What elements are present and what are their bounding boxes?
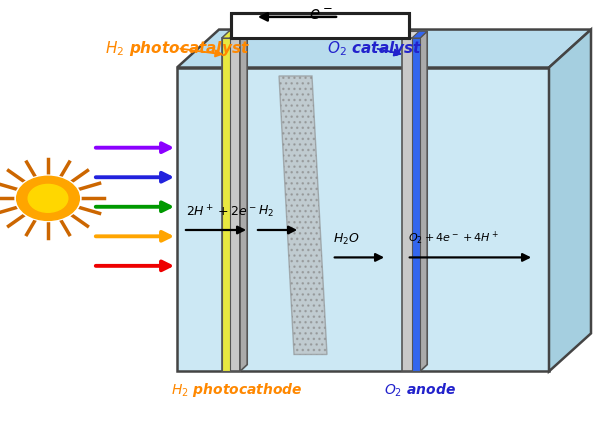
Polygon shape xyxy=(279,76,327,354)
Text: $H_2$ photocathode: $H_2$ photocathode xyxy=(171,381,303,399)
Text: $H_2$: $H_2$ xyxy=(258,204,274,219)
Polygon shape xyxy=(177,30,591,68)
Bar xyxy=(222,38,240,371)
Text: $e^-$: $e^-$ xyxy=(309,6,333,24)
Polygon shape xyxy=(549,30,591,371)
Text: $H_2$ photocatalyst: $H_2$ photocatalyst xyxy=(105,39,250,58)
FancyBboxPatch shape xyxy=(231,13,409,38)
Text: $O_2+4e^-+4H^+$: $O_2+4e^-+4H^+$ xyxy=(408,230,499,247)
Bar xyxy=(402,38,420,371)
Text: $O_2$ anode: $O_2$ anode xyxy=(384,381,456,399)
Text: $H_2O$: $H_2O$ xyxy=(333,232,359,247)
Polygon shape xyxy=(240,31,247,371)
Polygon shape xyxy=(420,31,427,371)
Polygon shape xyxy=(402,31,427,38)
Circle shape xyxy=(17,176,79,220)
Circle shape xyxy=(15,175,81,222)
Bar xyxy=(412,38,420,371)
Polygon shape xyxy=(222,31,237,38)
Bar xyxy=(222,38,230,371)
Bar xyxy=(177,68,549,371)
Polygon shape xyxy=(222,31,247,38)
Polygon shape xyxy=(412,31,427,38)
Text: $O_2$ catalyst: $O_2$ catalyst xyxy=(327,39,422,58)
Circle shape xyxy=(28,184,68,212)
Text: $2H^++2e^-$: $2H^++2e^-$ xyxy=(186,204,257,219)
